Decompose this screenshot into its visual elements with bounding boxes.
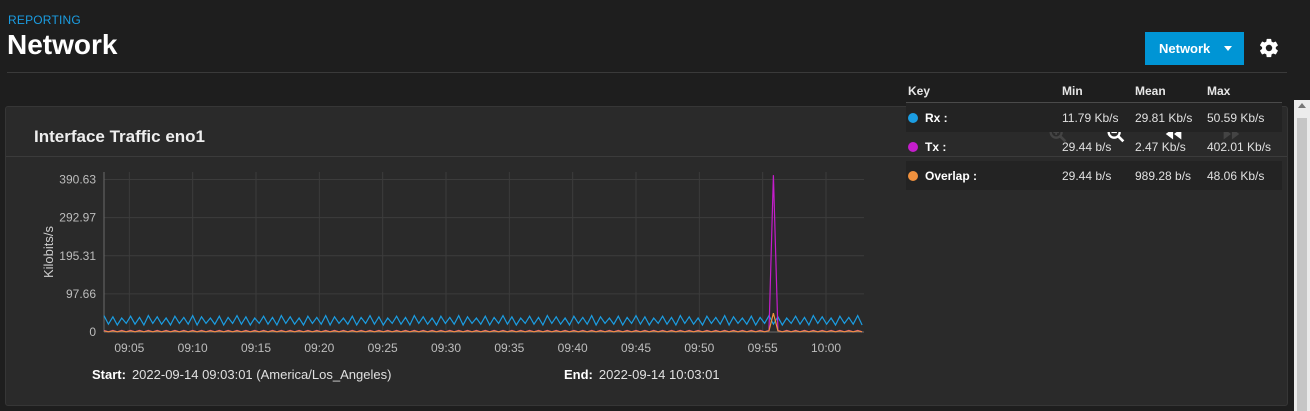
x-tick-label: 09:55: [748, 341, 778, 355]
x-tick-label: 09:20: [304, 341, 334, 355]
y-tick-label: 97.66: [66, 287, 96, 301]
y-tick-label: 0: [89, 325, 96, 339]
x-tick-label: 09:10: [178, 341, 208, 355]
y-tick-label: 390.63: [59, 173, 96, 187]
legend-min: 29.44 b/s: [1060, 161, 1133, 190]
legend-mean: 989.28 b/s: [1133, 161, 1205, 190]
x-tick-label: 09:05: [114, 341, 144, 355]
interface-traffic-card: Interface Traffic eno1 09:05 09:10 09:15 09…: [5, 106, 1288, 406]
legend-series-name: Tx :: [925, 139, 947, 154]
x-tick-label: 09:15: [241, 341, 271, 355]
x-tick-label: 09:30: [431, 341, 461, 355]
scrollbar-thumb[interactable]: [1297, 118, 1307, 411]
legend-header-min: Min: [1060, 80, 1133, 103]
rx-color-dot: [908, 112, 918, 123]
tx-color-dot: [908, 141, 918, 152]
x-tick-label: 09:50: [684, 341, 714, 355]
series-line-tx: [103, 175, 863, 333]
card-title: Interface Traffic eno1: [34, 127, 206, 146]
network-button-label: Network: [1159, 41, 1211, 56]
card-divider: [6, 156, 1287, 157]
legend-row-rx: Rx : 11.79 Kb/s 29.81 Kb/s 50.59 Kb/s: [906, 102, 1282, 132]
y-tick-label: 292.97: [59, 211, 96, 225]
start-value: 2022-09-14 09:03:01 (America/Los_Angeles…: [131, 367, 392, 382]
breadcrumb: REPORTING: [8, 13, 81, 27]
y-tick-label: 195.31: [59, 249, 96, 263]
x-tick-label: 09:45: [621, 341, 651, 355]
start-range: Start: 2022-09-14 09:03:01 (America/Los_A…: [92, 367, 391, 382]
network-dropdown-button[interactable]: Network: [1145, 32, 1244, 65]
legend-row-overlap: Overlap : 29.44 b/s 989.28 b/s 48.06 Kb/…: [906, 161, 1282, 190]
legend-series-name: Rx :: [925, 110, 948, 125]
series-line-overlap: [103, 313, 863, 333]
overlap-color-dot: [908, 170, 918, 181]
legend-series-name: Overlap :: [925, 168, 978, 183]
end-range: End: 2022-09-14 10:03:01: [564, 367, 720, 382]
y-axis-label: Kilobits/s: [41, 225, 56, 278]
header-divider: [7, 72, 1287, 73]
x-tick-label: 09:25: [368, 341, 398, 355]
legend-header-mean: Mean: [1133, 80, 1205, 103]
x-tick-label: 09:35: [494, 341, 524, 355]
legend-min: 11.79 Kb/s: [1060, 102, 1133, 132]
legend-min: 29.44 b/s: [1062, 139, 1112, 154]
legend-max: 50.59 Kb/s: [1205, 102, 1282, 132]
legend-mean: 29.81 Kb/s: [1133, 102, 1205, 132]
legend-max: 48.06 Kb/s: [1205, 161, 1282, 190]
legend-header-key: Key: [906, 80, 1060, 103]
legend-header-max: Max: [1205, 80, 1282, 103]
page-title: Network: [7, 29, 118, 60]
start-label: Start:: [92, 367, 126, 382]
scroll-up-icon[interactable]: [1298, 103, 1306, 108]
x-tick-label: 09:40: [558, 341, 588, 355]
legend-row-tx: Tx : 29.44 b/s 2.47 Kb/s 402.01 Kb/s: [906, 132, 1282, 161]
series-line-rx: [103, 314, 863, 327]
caret-down-icon: [1224, 46, 1232, 51]
gear-icon[interactable]: [1258, 37, 1280, 59]
x-tick-label: 10:00: [811, 341, 841, 355]
end-value: 2022-09-14 10:03:01: [598, 367, 720, 382]
end-label: End:: [564, 367, 593, 382]
traffic-chart[interactable]: 09:05 09:10 09:15 09:20 09:25 09:30 09:35 09:40…: [6, 167, 876, 362]
legend-table: Key Min Mean Max Rx : 11.79 Kb/s 29.81 K…: [906, 80, 1282, 190]
legend-mean: 2.47 Kb/s: [1135, 139, 1186, 154]
legend-header-row: Key Min Mean Max: [906, 80, 1282, 103]
legend-max: 402.01 Kb/s: [1207, 139, 1272, 154]
